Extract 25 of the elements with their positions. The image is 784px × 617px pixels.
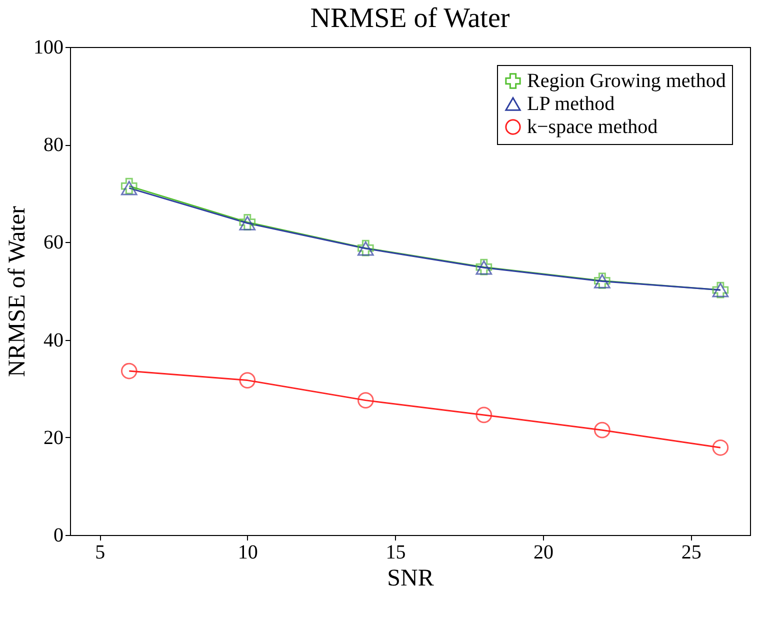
x-tick-label: 15 <box>386 542 406 564</box>
point <box>594 422 610 438</box>
y-tick-label: 100 <box>34 36 64 58</box>
x-tick-label: 5 <box>95 542 106 564</box>
point <box>120 180 138 196</box>
x-axis-title: SNR <box>387 566 434 592</box>
x-tick-label: 25 <box>681 542 702 564</box>
y-tick-label: 80 <box>44 134 64 156</box>
y-tick-label: 0 <box>54 524 64 546</box>
x-tick-label: 10 <box>238 542 258 564</box>
point <box>120 362 138 380</box>
y-tick-label: 40 <box>44 329 64 352</box>
point <box>476 406 492 424</box>
y-axis-title: NRMSE of Water <box>4 206 30 377</box>
legend-label: k−space method <box>527 116 658 138</box>
y-tick-label: 20 <box>44 426 64 449</box>
legend-label: LP method <box>527 93 615 115</box>
point <box>239 372 256 388</box>
chart-title: NRMSE of Water <box>310 3 510 34</box>
legend-label: Region Growing method <box>527 70 726 92</box>
x-tick-label: 20 <box>534 542 554 564</box>
point <box>120 178 138 194</box>
point <box>712 439 729 456</box>
y-tick-label: 60 <box>44 232 64 254</box>
point <box>357 392 374 408</box>
